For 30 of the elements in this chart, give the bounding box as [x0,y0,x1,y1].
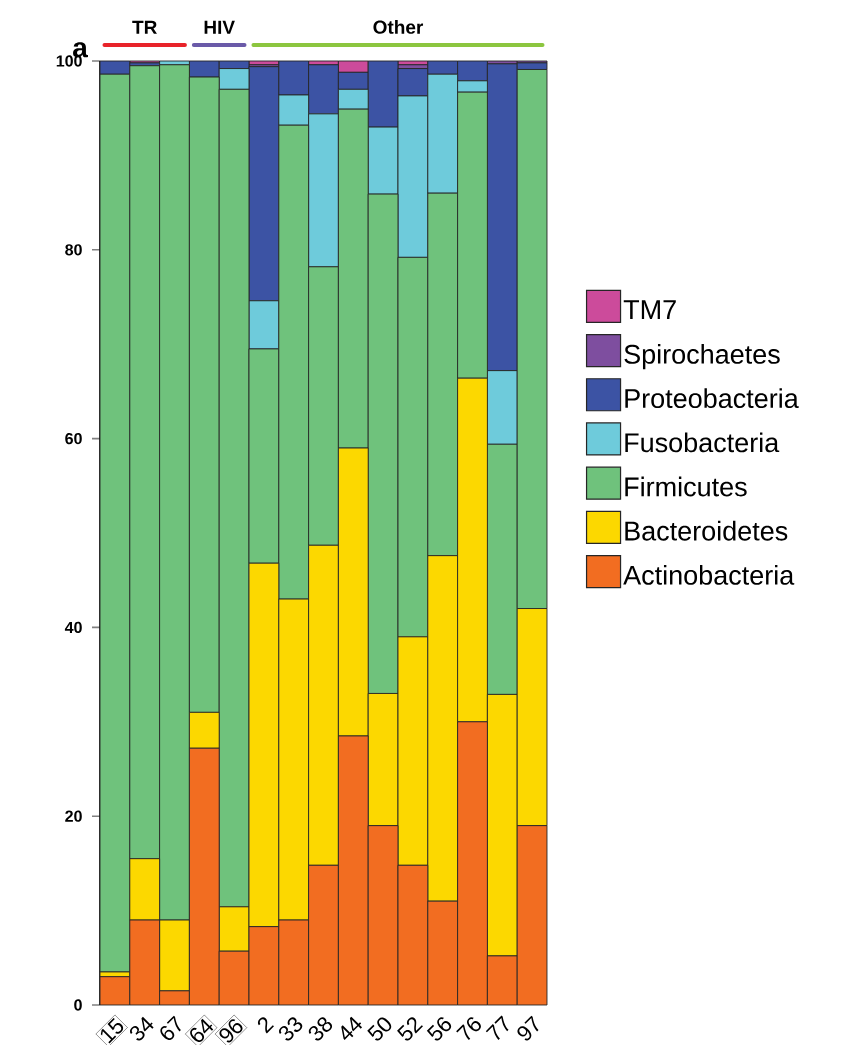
x-tick-label: 96 [219,1019,243,1043]
x-tick-label: 34 [129,1016,154,1041]
x-tick-label: 76 [456,1017,481,1041]
x-tick-label: 15 [100,1017,124,1044]
legend-label: Firmicutes [625,476,747,497]
x-tick-label: 38 [308,1017,333,1041]
legend-label: Spirochaetes [624,344,780,370]
x-tick-label: 2 [257,1017,274,1034]
x-tick-label: 97 [517,1015,539,1041]
legend-label: TM7 [623,300,676,319]
legend-label: Actinobacteria [623,565,795,585]
legend-label: Bacteroidetes [625,520,788,541]
x-tick-label: 56 [426,1017,452,1041]
x-tick-label: 50 [367,1017,392,1041]
x-tick-label: 67 [160,1015,181,1040]
y-tick-label: 20 [65,810,82,822]
y-tick-label: 80 [65,244,82,256]
y-tick-label: 60 [65,432,82,445]
legend-label: Proteobacteria [625,388,799,409]
x-tick-label: 52 [397,1017,423,1041]
legend-label: Fusobacteria [625,432,780,453]
x-tick-label: 64 [190,1018,214,1042]
x-tick-label: 77 [485,1015,509,1040]
text: HIV [204,20,235,34]
x-tick-label: 44 [341,1016,363,1040]
text: TR [132,20,157,34]
y-tick-label: 0 [74,999,82,1011]
y-tick-label: 40 [64,621,82,634]
x-tick-label: 33 [278,1017,303,1041]
text: Other [373,19,424,34]
